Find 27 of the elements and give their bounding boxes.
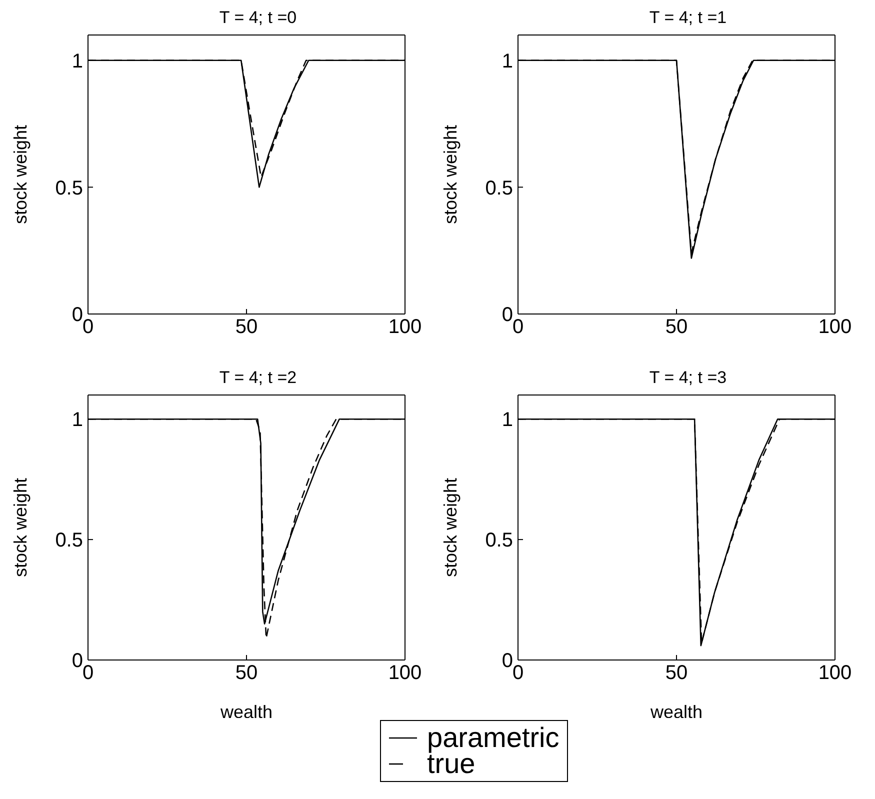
y-axis-title: stock weight: [440, 478, 460, 578]
chart-title: T = 4; t =0: [218, 8, 298, 28]
y-tick-label: 1: [72, 50, 83, 72]
y-tick-label: 0.5: [485, 530, 513, 552]
y-tick-label: 1: [502, 50, 513, 72]
x-tick-label: 100: [818, 662, 852, 684]
x-axis-title: wealth: [219, 702, 273, 722]
y-axis-title: stock weight: [440, 124, 460, 224]
x-tick-label: 100: [388, 316, 422, 338]
x-tick-label: 50: [665, 662, 688, 684]
x-tick-label: 50: [665, 316, 688, 338]
legend-label: parametric: [427, 722, 560, 753]
chart-title: T = 4; t =1: [648, 8, 728, 28]
x-axis-title: wealth: [649, 702, 703, 722]
y-tick-label: 1: [502, 409, 513, 432]
x-tick-label: 50: [235, 662, 258, 684]
x-tick-label: 100: [818, 316, 852, 338]
y-tick-label: 0.5: [485, 177, 513, 200]
y-axis-title: stock weight: [10, 124, 30, 224]
y-tick-label: 0.5: [55, 530, 83, 552]
x-tick-label: 50: [235, 316, 258, 338]
chart-title: T = 4; t =3: [648, 368, 728, 388]
x-tick-label: 100: [388, 662, 422, 684]
y-axis-title: stock weight: [10, 478, 30, 578]
chart-title: T = 4; t =2: [218, 368, 298, 388]
y-tick-label: 1: [72, 409, 83, 432]
y-tick-label: 0.5: [55, 177, 83, 200]
